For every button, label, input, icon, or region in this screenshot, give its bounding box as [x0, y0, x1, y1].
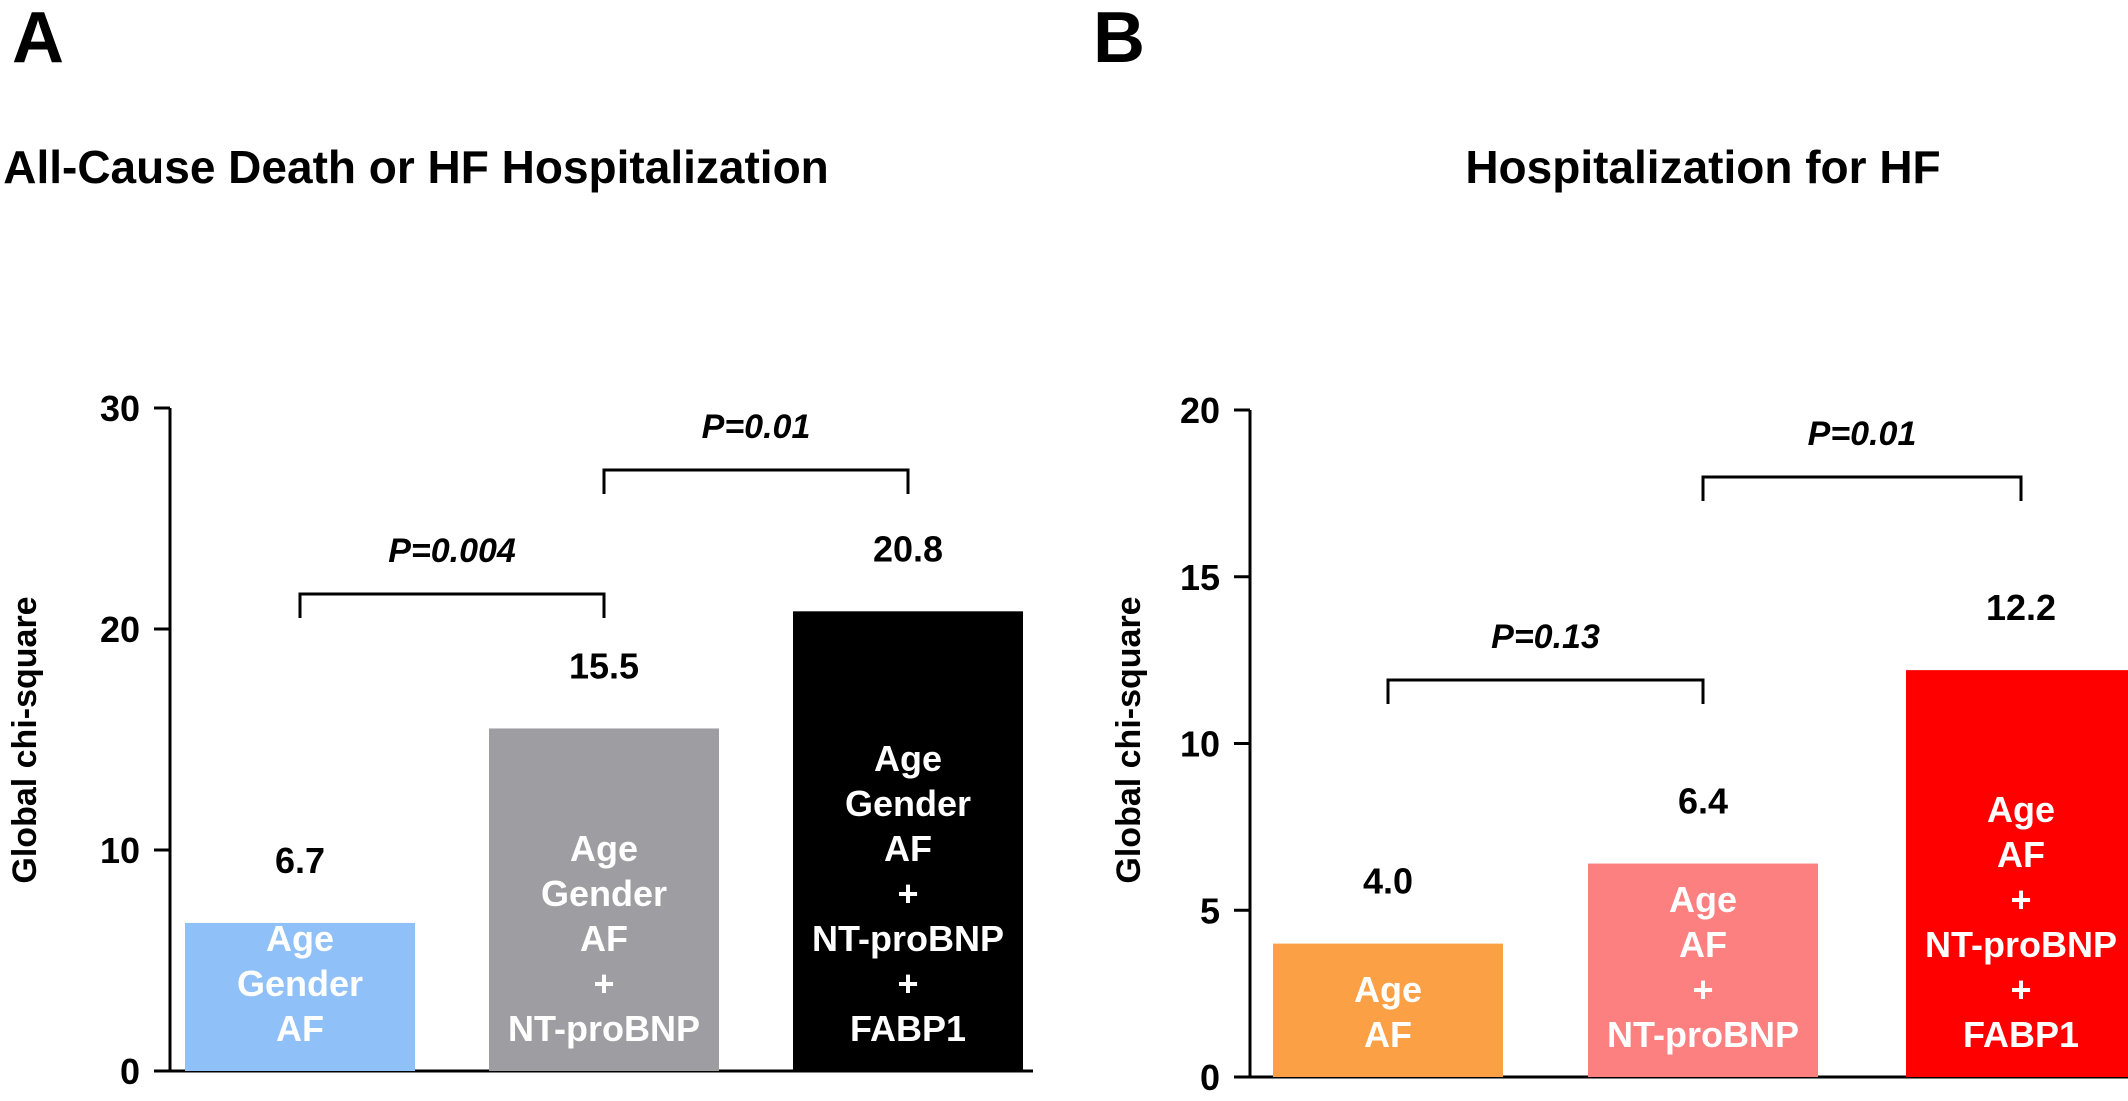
bar-category-label: AF: [1679, 924, 1727, 965]
bar-category-label: Gender: [541, 873, 667, 914]
bar-category-label: Age: [570, 828, 638, 869]
y-tick-label: 0: [120, 1051, 140, 1092]
bar-value-label: 20.8: [873, 528, 943, 569]
bar-value-label: 15.5: [569, 645, 639, 686]
p-value-label: P=0.01: [702, 408, 811, 446]
bar-category-label: AF: [1364, 1014, 1412, 1055]
p-value-label: P=0.01: [1808, 415, 1917, 453]
chart-title: All-Cause Death or HF Hospitalization: [3, 141, 829, 193]
y-tick-label: 20: [1180, 390, 1220, 431]
bar-category-label: AF: [884, 828, 932, 869]
bar-category-label: AF: [1997, 834, 2045, 875]
p-value-label: P=0.004: [388, 532, 516, 570]
bar-category-label: Gender: [845, 783, 971, 824]
bar-category-label: Age: [874, 738, 942, 779]
chart-title: Hospitalization for HF: [1465, 141, 1940, 193]
bar: [793, 611, 1023, 1071]
bar: [1906, 670, 2128, 1077]
bar-value-label: 4.0: [1363, 861, 1413, 902]
comparison-bracket: [1386, 678, 1705, 704]
bar-category-label: Gender: [237, 963, 363, 1004]
bar-category-label: Age: [266, 918, 334, 959]
bar-category-label: FABP1: [850, 1008, 966, 1049]
comparison-bracket: [602, 468, 910, 494]
bar-category-label: Age: [1669, 879, 1737, 920]
y-axis-label: Global chi-square: [6, 596, 44, 883]
bar-value-label: 12.2: [1986, 587, 2056, 628]
y-tick-label: 30: [100, 388, 140, 429]
y-tick-label: 20: [100, 609, 140, 650]
bar-value-label: 6.7: [275, 840, 325, 881]
p-value-label: P=0.13: [1491, 618, 1600, 656]
y-tick-label: 10: [1180, 724, 1220, 765]
bar-category-label: +: [2010, 969, 2031, 1010]
bar-category-label: Age: [1354, 969, 1422, 1010]
y-tick-label: 10: [100, 830, 140, 871]
bar-category-label: FABP1: [1963, 1014, 2079, 1055]
comparison-bracket: [1701, 475, 2023, 501]
bar-category-label: NT-proBNP: [1607, 1014, 1799, 1055]
chart-panel-a: A All-Cause Death or HF Hospitalization 0 1…: [3, 0, 1033, 1092]
bar-category-label: NT-proBNP: [508, 1008, 700, 1049]
bar-category-label: +: [2010, 879, 2031, 920]
y-axis-label: Global chi-square: [1110, 596, 1148, 883]
bar-category-label: +: [897, 873, 918, 914]
chart-panel-b: B Hospitalization for HF 0 5 10 15 20 Global ch…: [1093, 0, 2128, 1098]
y-tick-label: 5: [1200, 890, 1220, 931]
bar-value-label: 6.4: [1678, 781, 1728, 822]
bar-category-label: AF: [580, 918, 628, 959]
bar-category-label: +: [1692, 969, 1713, 1010]
bar-category-label: NT-proBNP: [1925, 924, 2117, 965]
bar-category-label: Age: [1987, 789, 2055, 830]
bar-category-label: AF: [276, 1008, 324, 1049]
y-tick-label: 15: [1180, 557, 1220, 598]
panel-letter: A: [12, 0, 64, 78]
comparison-bracket: [298, 592, 606, 618]
panel-letter: B: [1093, 0, 1145, 78]
bar-category-label: NT-proBNP: [812, 918, 1004, 959]
bar: [489, 728, 719, 1071]
bar-category-label: +: [593, 963, 614, 1004]
y-tick-label: 0: [1200, 1057, 1220, 1098]
bar-category-label: +: [897, 963, 918, 1004]
bar: [1273, 943, 1503, 1077]
bar: [1588, 863, 1818, 1077]
bar: [185, 922, 415, 1071]
